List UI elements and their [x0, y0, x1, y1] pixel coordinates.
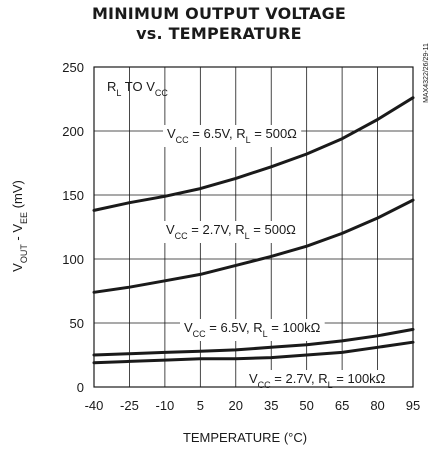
- series-label-text: VCC = 6.5V, RL = 100kΩ: [184, 320, 321, 339]
- series-label-backdrop: [162, 221, 301, 243]
- x-tick-label: 20: [229, 398, 243, 413]
- x-tick-label: 65: [335, 398, 349, 413]
- chart-title-line1: MINIMUM OUTPUT VOLTAGE: [91, 4, 347, 23]
- load-condition-label: RL TO VCC: [107, 79, 168, 98]
- y-tick-label: 50: [70, 316, 84, 331]
- y-tick-labels: 0 50 100 150 200 250: [62, 60, 84, 395]
- series-line-4: [92, 340, 415, 365]
- chart-title-line2: vs. TEMPERATURE: [136, 24, 302, 43]
- y-tick-label: 0: [77, 380, 84, 395]
- x-tick-labels: -40 -25 -10 5 20 35 50 65 80 95: [85, 398, 421, 413]
- x-tick-label: -10: [155, 398, 174, 413]
- x-tick-label: 80: [370, 398, 384, 413]
- series-label-text: VCC = 2.7V, RL = 500Ω: [166, 222, 296, 241]
- series-label-text: VCC = 6.5V, RL = 500Ω: [167, 126, 297, 145]
- x-tick-label: 95: [406, 398, 420, 413]
- series-label-backdrop: [163, 125, 302, 147]
- x-tick-label: 50: [299, 398, 313, 413]
- series-label-4: VCC = 2.7V, RL = 100kΩ: [245, 370, 390, 392]
- series-line-3: [92, 327, 415, 357]
- series-label-1: VCC = 6.5V, RL = 500Ω: [163, 125, 302, 147]
- y-axis-label: VOUT - VEE (mV): [10, 180, 29, 272]
- x-tick-label: 35: [264, 398, 278, 413]
- series-labels: VCC = 6.5V, RL = 500Ω VCC = 2.7V, RL = 50…: [162, 125, 390, 392]
- series-line-2: [92, 198, 415, 294]
- plot-frame: [93, 66, 414, 388]
- y-tick-label: 250: [62, 60, 84, 75]
- part-number-watermark: MAX4322/26/29-11: [423, 43, 430, 103]
- y-tick-label: 200: [62, 124, 84, 139]
- series-line-1: [92, 96, 415, 212]
- y-tick-label: 100: [62, 252, 84, 267]
- series-label-2: VCC = 2.7V, RL = 500Ω: [162, 221, 301, 243]
- series-label-backdrop: [180, 319, 325, 341]
- series-lines: [92, 96, 415, 365]
- y-tick-label: 150: [62, 188, 84, 203]
- x-axis-label: TEMPERATURE (°C): [183, 430, 307, 445]
- x-tick-label: -25: [120, 398, 139, 413]
- series-label-3: VCC = 6.5V, RL = 100kΩ: [180, 319, 325, 341]
- grid-lines: [94, 67, 413, 387]
- x-tick-label: -40: [85, 398, 104, 413]
- x-tick-label: 5: [197, 398, 204, 413]
- series-label-text: VCC = 2.7V, RL = 100kΩ: [249, 371, 386, 390]
